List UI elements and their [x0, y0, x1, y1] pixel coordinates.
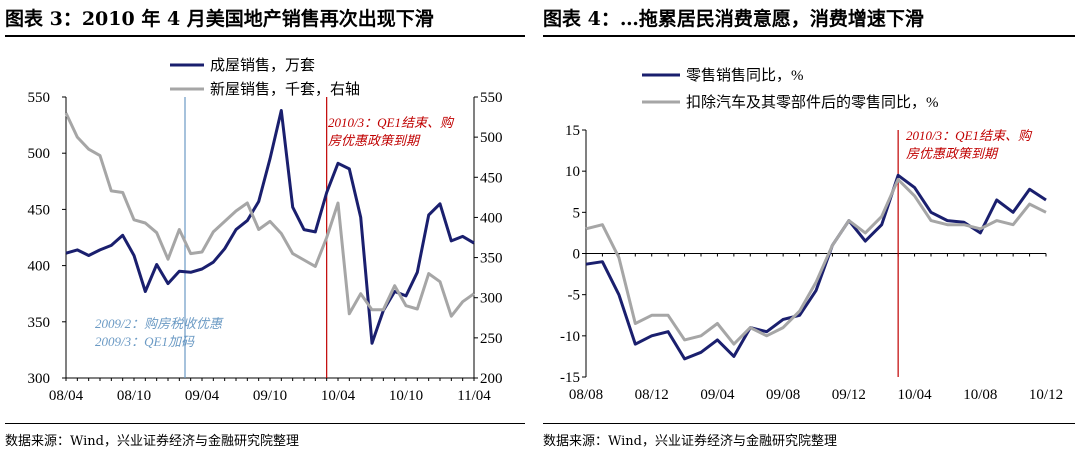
- left-chart-annotation-text: 2009/3：QE1加码: [95, 334, 195, 349]
- left-chart-series-line-1: [65, 109, 475, 345]
- left-chart-y-tick-label: 400: [28, 259, 51, 275]
- right-chart-x-tick-label: 10/08: [963, 387, 997, 403]
- left-chart-y-tick-label: 450: [28, 202, 51, 218]
- left-chart-x-tick-label: 10/04: [321, 388, 356, 404]
- left-chart-x-tick-label: 09/10: [253, 388, 287, 404]
- right-chart-series-line-1: [585, 173, 1047, 361]
- left-chart-y-right-tick-label: 450: [480, 170, 503, 186]
- right-chart-x-tick-label: 09/12: [832, 387, 866, 403]
- left-chart-y-right-tick-label: 250: [480, 331, 503, 347]
- right-chart-legend-label-2: 扣除汽车及其零部件后的零售同比，%: [686, 94, 939, 111]
- right-chart-y-tick-label: 5: [573, 205, 581, 221]
- right-footer-rule: [543, 423, 1075, 424]
- right-chart-legend-label-1: 零售销售同比，%: [686, 67, 804, 84]
- left-chart-y-tick-label: 300: [28, 371, 51, 387]
- left-footer-rule: [5, 423, 525, 424]
- right-chart-x-tick-label: 08/12: [635, 387, 669, 403]
- left-chart-series-line-2: [64, 112, 475, 318]
- left-chart-y-tick-label: 500: [28, 146, 51, 162]
- right-chart-y-tick-label: 15: [565, 123, 580, 139]
- left-chart-x-tick-label: 11/04: [457, 388, 491, 404]
- right-chart-annotation-text: 2010/3：QE1结束、购: [906, 128, 1033, 143]
- right-chart-y-tick-label: 10: [565, 164, 580, 180]
- left-chart-x-tick-label: 08/04: [49, 388, 84, 404]
- right-chart-x-tick-label: 08/08: [569, 387, 603, 403]
- left-title-rule: [5, 35, 525, 37]
- right-chart-y-tick-label: -5: [568, 288, 581, 304]
- left-chart-annotation-text: 房优惠政策到期: [328, 133, 421, 148]
- right-chart-series-line-2: [585, 177, 1047, 346]
- left-chart-annotation-text: 2010/3：QE1结束、购: [328, 115, 455, 130]
- right-chart-x-tick-label: 09/04: [700, 387, 735, 403]
- right-source-note: 数据来源：Wind，兴业证券经济与金融研究院整理: [543, 434, 837, 449]
- left-chart-title: 图表 3：2010 年 4 月美国地产销售再次出现下滑: [5, 8, 434, 30]
- left-chart-y-right-tick-label: 400: [480, 210, 503, 226]
- left-chart-x-tick-label: 10/10: [389, 388, 423, 404]
- left-chart-legend-label-1: 成屋销售，万套: [210, 57, 315, 74]
- right-chart-y-tick-label: 0: [573, 247, 581, 263]
- left-source-note: 数据来源：Wind，兴业证券经济与金融研究院整理: [5, 434, 299, 449]
- left-chart-y-tick-label: 350: [28, 315, 51, 331]
- right-chart-y-tick-label: -10: [560, 329, 580, 345]
- right-title-rule: [543, 35, 1075, 37]
- right-chart-title: 图表 4：…拖累居民消费意愿，消费增速下滑: [543, 8, 924, 30]
- right-chart-x-tick-label: 09/08: [766, 387, 800, 403]
- left-chart-y-right-tick-label: 500: [480, 130, 503, 146]
- left-chart-y-right-tick-label: 550: [480, 90, 503, 106]
- left-chart-y-tick-label: 550: [28, 90, 51, 106]
- right-chart-x-tick-label: 10/12: [1029, 387, 1063, 403]
- left-chart-y-right-tick-label: 350: [480, 251, 503, 267]
- left-chart-x-tick-label: 08/10: [117, 388, 151, 404]
- left-chart-legend-label-2: 新屋销售，千套，右轴: [210, 81, 360, 98]
- right-chart-x-tick-label: 10/04: [897, 387, 932, 403]
- left-chart-y-right-tick-label: 300: [480, 291, 503, 307]
- left-chart-annotation-text: 2009/2：购房税收优惠: [95, 316, 224, 331]
- left-chart-y-right-tick-label: 200: [480, 371, 503, 387]
- right-chart-annotation-text: 房优惠政策到期: [906, 146, 999, 161]
- right-chart-y-tick-label: -15: [560, 370, 580, 386]
- left-chart-x-tick-label: 09/04: [185, 388, 220, 404]
